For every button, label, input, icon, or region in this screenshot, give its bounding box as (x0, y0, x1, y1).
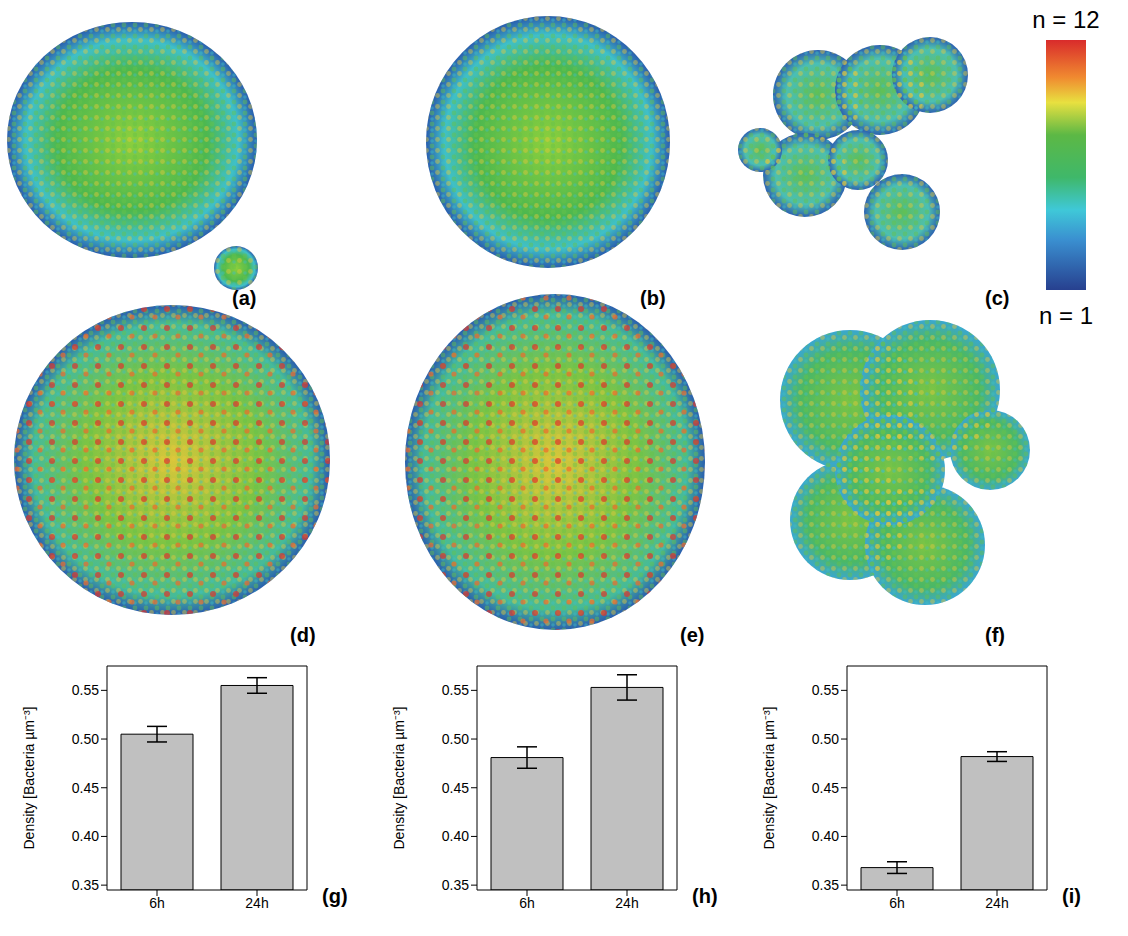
svg-text:0.35: 0.35 (812, 877, 839, 893)
svg-text:0.55: 0.55 (442, 682, 469, 698)
svg-text:24h: 24h (985, 895, 1008, 911)
svg-text:0.50: 0.50 (812, 731, 839, 747)
svg-text:0.45: 0.45 (442, 780, 469, 796)
svg-text:6h: 6h (519, 895, 535, 911)
svg-text:0.40: 0.40 (442, 828, 469, 844)
svg-text:0.50: 0.50 (72, 731, 99, 747)
svg-text:Density [Bacteria µm⁻³]: Density [Bacteria µm⁻³] (391, 707, 407, 850)
svg-text:(a): (a) (232, 287, 256, 309)
svg-text:6h: 6h (889, 895, 905, 911)
svg-text:0.50: 0.50 (442, 731, 469, 747)
svg-text:0.40: 0.40 (72, 828, 99, 844)
html-text:(h): (h) (692, 885, 718, 907)
svg-text:0.40: 0.40 (812, 828, 839, 844)
svg-text:24h: 24h (245, 895, 268, 911)
svg-text:24h: 24h (615, 895, 638, 911)
svg-text:(c): (c) (985, 287, 1009, 309)
svg-text:n = 12: n = 12 (1032, 6, 1099, 33)
svg-text:(e): (e) (680, 624, 704, 646)
svg-text:Density [Bacteria µm⁻³]: Density [Bacteria µm⁻³] (21, 707, 37, 850)
svg-text:0.35: 0.35 (72, 877, 99, 893)
svg-text:(b): (b) (640, 287, 666, 309)
svg-text:n = 1: n = 1 (1039, 302, 1093, 329)
svg-text:0.45: 0.45 (72, 780, 99, 796)
svg-text:(f): (f) (985, 624, 1005, 646)
html-text:(g): (g) (322, 885, 348, 907)
svg-text:(d): (d) (290, 624, 316, 646)
html-text:(i): (i) (1062, 885, 1081, 907)
svg-text:6h: 6h (149, 895, 165, 911)
svg-text:0.55: 0.55 (72, 682, 99, 698)
svg-text:0.45: 0.45 (812, 780, 839, 796)
svg-text:0.35: 0.35 (442, 877, 469, 893)
svg-text:Density [Bacteria µm⁻³]: Density [Bacteria µm⁻³] (761, 707, 777, 850)
svg-text:0.55: 0.55 (812, 682, 839, 698)
